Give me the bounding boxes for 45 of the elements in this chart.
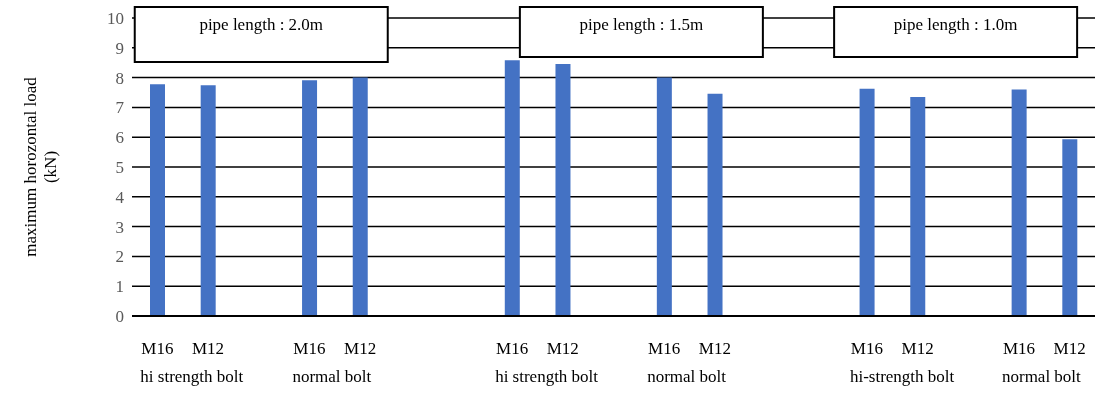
bar bbox=[352, 77, 368, 316]
text: hi strength bolt bbox=[495, 367, 599, 386]
y-tick-label: 10 bbox=[107, 9, 124, 29]
x-tick-label: M16 bbox=[141, 339, 174, 358]
bar bbox=[302, 80, 318, 316]
y-tick-label: 8 bbox=[115, 68, 124, 88]
y-tick-label: 5 bbox=[115, 158, 124, 178]
x-tick-label: M16 bbox=[850, 339, 883, 358]
y-tick-label: 9 bbox=[115, 38, 124, 58]
bar bbox=[150, 84, 165, 316]
y-tick-label: 7 bbox=[115, 98, 125, 118]
bar bbox=[910, 96, 926, 316]
x-tick-label: M12 bbox=[901, 339, 934, 358]
x-tick-label: M16 bbox=[496, 339, 529, 358]
y-tick-label: 1 bbox=[115, 277, 124, 297]
bar bbox=[200, 85, 216, 316]
text: normal bolt bbox=[1001, 367, 1082, 386]
text: normal bolt bbox=[292, 367, 372, 386]
annotation: pipe length : 2.0m bbox=[199, 15, 324, 34]
x-tick-label: M16 bbox=[648, 339, 681, 358]
text: hi-strength bolt bbox=[849, 367, 955, 386]
annotation: pipe length : 1.5m bbox=[579, 15, 704, 34]
x-tick-label: M12 bbox=[191, 339, 225, 358]
bar bbox=[859, 88, 875, 316]
y-tick-label: 3 bbox=[115, 217, 124, 237]
y-tick-label: 4 bbox=[115, 187, 125, 207]
y-tick-label: 0 bbox=[115, 307, 124, 327]
text: hi strength bolt bbox=[140, 367, 244, 386]
bar bbox=[1011, 89, 1027, 316]
text: normal bolt bbox=[647, 367, 727, 386]
bar bbox=[656, 77, 672, 316]
x-tick-label: M16 bbox=[293, 339, 326, 358]
x-tick-label: M16 bbox=[1002, 339, 1036, 358]
x-tick-label: M12 bbox=[1053, 339, 1086, 358]
y-tick-label: 2 bbox=[115, 247, 124, 267]
bar bbox=[707, 93, 723, 316]
bar bbox=[1062, 139, 1078, 316]
bar bbox=[504, 60, 520, 316]
x-tick-label: M12 bbox=[698, 339, 731, 358]
x-tick-label: M12 bbox=[344, 339, 377, 358]
bar bbox=[555, 63, 571, 316]
y-axis-title: maximum horozontal load (kN) bbox=[21, 76, 60, 257]
x-tick-label: M12 bbox=[546, 339, 579, 358]
y-tick-label: 6 bbox=[115, 128, 124, 148]
annotation: pipe length : 1.0m bbox=[893, 15, 1018, 34]
